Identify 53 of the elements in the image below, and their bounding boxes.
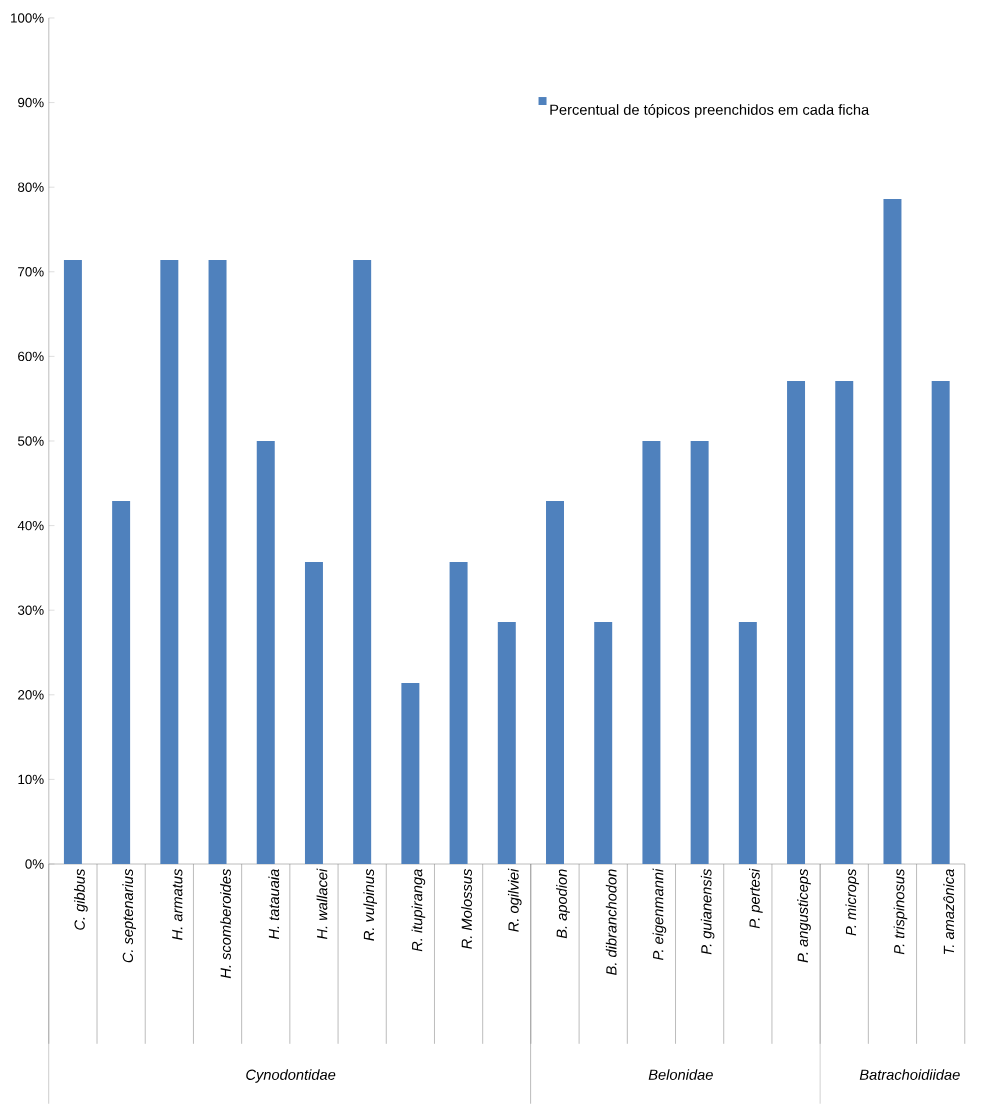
x-tick-label: P. trispinosus — [893, 869, 908, 955]
bar — [449, 561, 468, 865]
y-tick-label: 50% — [18, 436, 44, 446]
bar — [208, 259, 227, 865]
text: Cynodontidae — [246, 1069, 336, 1083]
bar — [642, 440, 661, 865]
x-tick-label: B. apodion — [556, 869, 570, 939]
bar — [835, 380, 854, 865]
bar — [690, 440, 709, 865]
x-tick-label: R. ogilviei — [508, 868, 522, 932]
x-tick-label: H. tatauaia — [268, 869, 280, 940]
bar — [353, 259, 372, 865]
bar — [305, 561, 324, 865]
y-tick-label: 10% — [18, 774, 44, 785]
bar — [112, 501, 131, 865]
legend-label: Percentual de tópicos preenchidos em cada ficha — [550, 103, 870, 118]
y-tick-label: 0% — [25, 859, 44, 869]
text: Belonidae — [648, 1069, 713, 1080]
y-tick-label: 80% — [18, 182, 44, 192]
x-tick-label: P. angusticeps — [797, 869, 811, 963]
bar — [160, 259, 179, 865]
bar — [497, 622, 516, 865]
bar — [883, 199, 902, 865]
y-tick-label: 70% — [18, 267, 44, 277]
x-tick-label: R. vulpinus — [363, 869, 378, 941]
bar — [931, 380, 950, 865]
x-tick-label: R. Molossus — [461, 869, 473, 949]
y-tick-label: 30% — [18, 605, 44, 615]
x-tick-label: C. gibbus — [74, 869, 88, 930]
y-tick-label: 40% — [17, 520, 44, 531]
x-tick-label: T. amazônica — [943, 869, 955, 954]
x-tick-label: R. itupiranga — [411, 869, 426, 952]
x-tick-label: P. pertesi — [749, 868, 763, 929]
y-tick-label: 90% — [18, 97, 44, 108]
bar — [787, 380, 806, 865]
text: Batrachoidiidae — [859, 1069, 960, 1080]
x-tick-label: P. guianensis — [700, 869, 715, 955]
y-tick-label: 60% — [18, 351, 44, 362]
x-tick-label: P. microps — [845, 869, 860, 936]
bar — [256, 440, 275, 865]
x-tick-label: H. wallacei — [316, 868, 328, 940]
x-tick-label: B. dibranchodon — [605, 869, 617, 975]
bar — [546, 501, 565, 865]
x-tick-label: H. scomberoides — [220, 869, 231, 979]
bar — [738, 622, 757, 865]
bar — [401, 682, 420, 865]
x-tick-label: H. armatus — [172, 869, 183, 940]
x-tick-label: P. eigenmanni — [652, 868, 667, 961]
bar — [64, 259, 82, 865]
y-tick-label: 20% — [18, 690, 44, 700]
x-tick-label: C. septenarius — [122, 869, 137, 963]
y-tick-label: 100% — [11, 13, 44, 23]
bar — [594, 622, 613, 865]
